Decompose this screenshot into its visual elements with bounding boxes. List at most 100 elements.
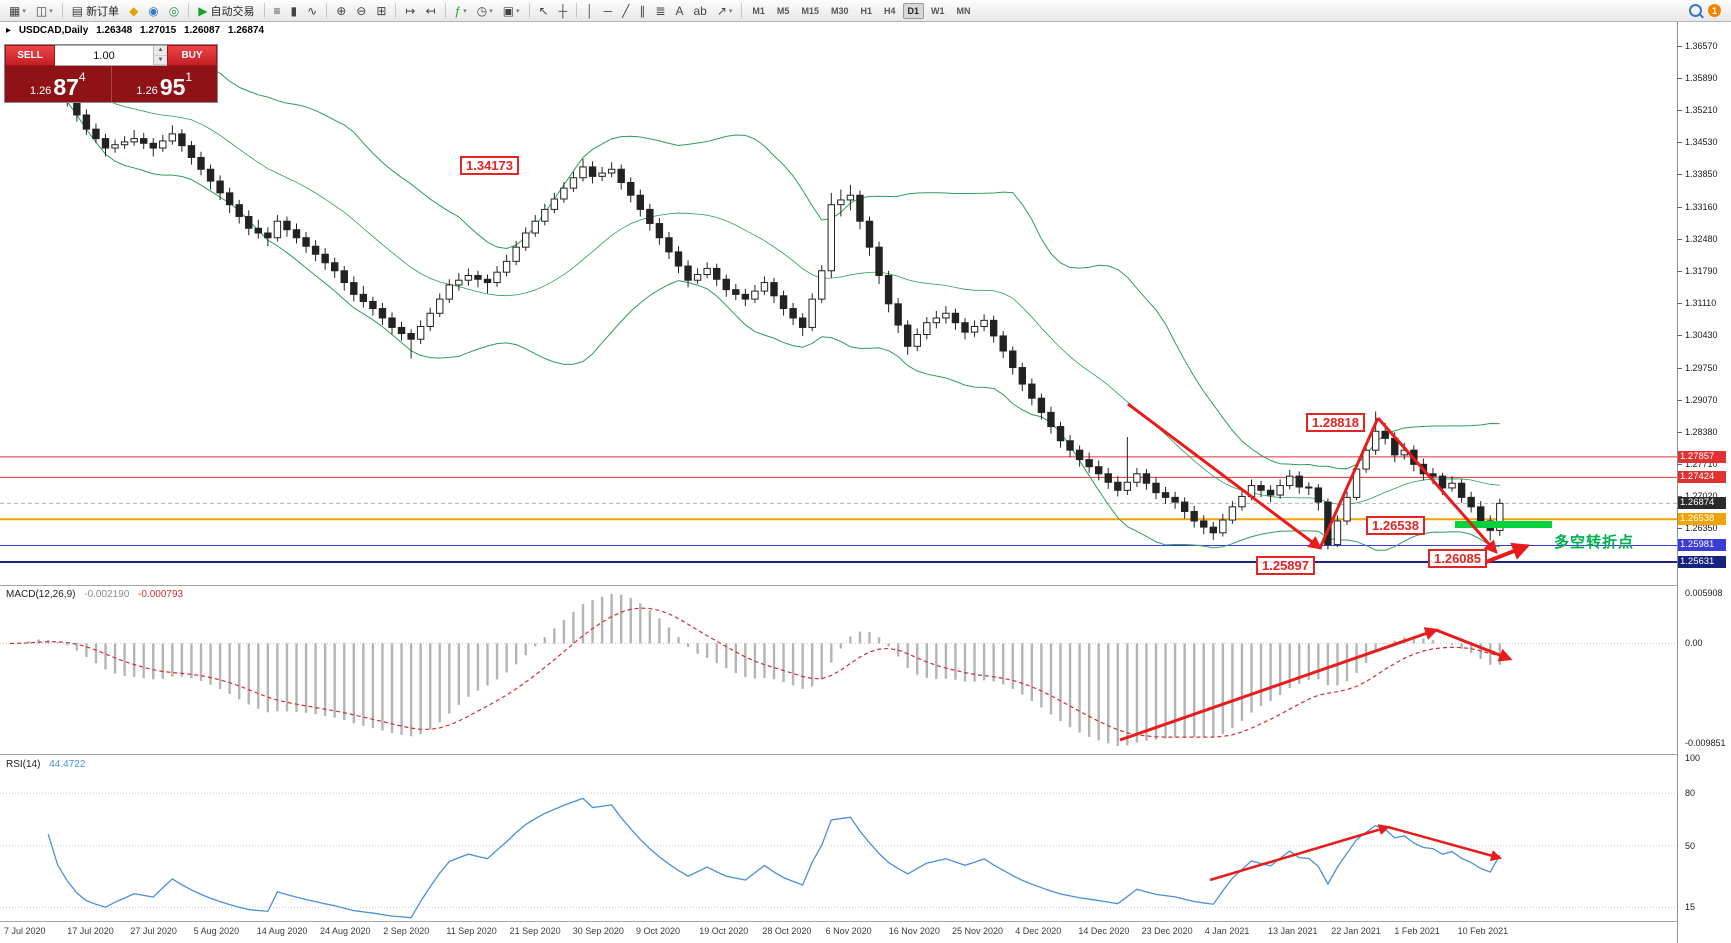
trend-arrow[interactable] xyxy=(1318,417,1380,549)
zoom-out-button[interactable]: ⊖ xyxy=(352,1,370,21)
text-button[interactable]: A xyxy=(671,1,687,21)
buy-button[interactable]: BUY xyxy=(167,45,217,66)
templates-button[interactable]: ▣ ▾ xyxy=(499,1,524,21)
timeframe-m5-button[interactable]: M5 xyxy=(776,5,790,16)
tile-windows-button[interactable]: ⊞ xyxy=(372,1,390,21)
chart-shift-button[interactable]: ↤ xyxy=(421,1,439,21)
chart-profiles-button[interactable]: ◫ ▾ xyxy=(32,1,57,21)
auto-scroll-icon: ↦ xyxy=(405,3,416,18)
price-tick-label: 1.33160 xyxy=(1685,201,1718,212)
bar-chart-button[interactable]: ≡ xyxy=(270,1,285,21)
price-tick-label: 1.31790 xyxy=(1685,266,1718,277)
timeframe-m15-button[interactable]: M15 xyxy=(801,5,819,16)
line-chart-button[interactable]: ∿ xyxy=(303,1,321,21)
fibonacci-button[interactable]: ≣ xyxy=(651,1,669,21)
chevron-down-icon: ▾ xyxy=(516,7,520,15)
panel-separator[interactable] xyxy=(0,585,1677,586)
vertical-line-button[interactable]: │ xyxy=(582,1,598,21)
new-order-button[interactable]: ▤ 新订单 xyxy=(68,1,123,21)
community-button[interactable]: ◉ xyxy=(144,1,162,21)
trend-arrow[interactable] xyxy=(1485,542,1531,564)
auto-scroll-button[interactable]: ↦ xyxy=(401,1,419,21)
trend-arrow[interactable] xyxy=(1376,417,1498,555)
ask-pip-digit: 1 xyxy=(185,70,193,84)
zoom-in-button[interactable]: ⊕ xyxy=(332,1,350,21)
bid-price[interactable]: 1.26 87 4 xyxy=(5,66,111,102)
macd-scale-label: -0.009851 xyxy=(1685,738,1726,748)
one-click-trading-widget: SELL 1.00 ▲ ▼ BUY 1.26 87 4 1.26 95 1 xyxy=(4,44,218,103)
chart-profiles-icon: ◫ xyxy=(35,3,48,18)
ask-price[interactable]: 1.26 95 1 xyxy=(110,66,218,102)
search-icon[interactable] xyxy=(1689,4,1702,17)
price-tag: 1.27857 xyxy=(1678,450,1726,463)
date-label: 14 Aug 2020 xyxy=(256,926,308,936)
autotrading-icon: ▶ xyxy=(198,3,208,18)
channel-button[interactable]: ∥ xyxy=(635,1,649,21)
collapse-icon[interactable]: ▸ xyxy=(6,25,12,36)
autotrading-button[interactable]: ▶ 自动交易 xyxy=(194,1,258,21)
indicators-button[interactable]: ƒ ▾ xyxy=(451,1,471,21)
trend-arrow[interactable] xyxy=(1435,628,1513,662)
lot-size-value[interactable]: 1.00 xyxy=(93,49,115,62)
date-label: 7 Jul 2020 xyxy=(4,926,46,936)
rsi-name: RSI(14) xyxy=(6,759,41,770)
spin-down-icon[interactable]: ▼ xyxy=(154,55,167,65)
timeframe-m30-button[interactable]: M30 xyxy=(830,5,849,16)
arrows-button[interactable]: ↗ ▾ xyxy=(713,1,737,21)
price-tick-label: 1.26350 xyxy=(1685,523,1718,534)
price-flag: 1.28818 xyxy=(1306,413,1365,432)
trend-arrow[interactable] xyxy=(1127,402,1323,550)
timeframe-d1-button[interactable]: D1 xyxy=(902,2,925,19)
price-tick-mark xyxy=(1677,335,1682,337)
trend-arrow[interactable] xyxy=(1387,825,1503,862)
crosshair-button[interactable]: ┼ xyxy=(555,1,572,21)
chevron-down-icon: ▾ xyxy=(463,7,467,15)
price-tick-label: 1.30430 xyxy=(1685,330,1718,341)
lot-size-field[interactable]: 1.00 ▲ ▼ xyxy=(55,45,167,66)
trend-arrow[interactable] xyxy=(1209,824,1391,882)
macd-panel[interactable] xyxy=(0,586,1677,754)
date-label: 4 Jan 2021 xyxy=(1204,926,1250,936)
date-label: 2 Sep 2020 xyxy=(383,926,430,936)
horizontal-line-button[interactable]: ─ xyxy=(600,1,617,21)
toolbar-separator xyxy=(395,3,397,18)
rsi-value: 44.4722 xyxy=(49,759,86,770)
price-tick-label: 1.27020 xyxy=(1685,491,1718,501)
candlestick-chart-button[interactable]: ▮ xyxy=(287,1,302,21)
price-flag: 1.25897 xyxy=(1256,556,1315,575)
date-label: 21 Sep 2020 xyxy=(509,926,561,936)
zoom-in-icon: ⊕ xyxy=(336,3,347,18)
vertical-line-icon: │ xyxy=(586,3,594,18)
timeframe-w1-button[interactable]: W1 xyxy=(931,5,945,16)
sell-button[interactable]: SELL xyxy=(5,45,55,66)
market-button[interactable]: ◆ xyxy=(125,1,142,21)
rsi-scale-label: 100 xyxy=(1685,753,1701,763)
timeframe-m1-button[interactable]: M1 xyxy=(752,5,765,16)
channel-icon: ∥ xyxy=(639,3,646,18)
trend-arrow[interactable] xyxy=(1119,627,1439,742)
indicators-icon: ƒ xyxy=(454,3,462,18)
timeframe-mn-button[interactable]: MN xyxy=(956,5,971,16)
notification-badge[interactable]: 1 xyxy=(1708,4,1721,17)
news-button[interactable]: ◎ xyxy=(165,1,183,21)
price-tick-mark xyxy=(1677,109,1682,111)
news-icon: ◎ xyxy=(168,3,180,18)
symbol-name: USDCAD,Daily xyxy=(18,25,89,36)
price-flag: 1.26085 xyxy=(1428,549,1487,568)
timeframe-h4-button[interactable]: H4 xyxy=(883,5,896,16)
timeframe-h1-button[interactable]: H1 xyxy=(860,5,872,16)
trendline-button[interactable]: ╱ xyxy=(618,1,633,21)
main-chart[interactable] xyxy=(0,22,1677,585)
date-label: 6 Nov 2020 xyxy=(825,926,872,936)
date-label: 22 Jan 2021 xyxy=(1331,926,1381,936)
current-price-tag: 1.26874 xyxy=(1678,497,1726,510)
spin-up-icon[interactable]: ▲ xyxy=(154,46,167,56)
panel-separator[interactable] xyxy=(0,754,1677,755)
cursor-button[interactable]: ↖ xyxy=(535,1,553,21)
toolbar-separator xyxy=(326,3,328,18)
label-button[interactable]: ab xyxy=(689,1,710,21)
new-chart-button[interactable]: ▦ ▾ xyxy=(5,1,30,21)
periods-button[interactable]: ◷ ▾ xyxy=(473,1,497,21)
templates-icon: ▣ xyxy=(502,3,515,18)
rsi-panel[interactable] xyxy=(0,756,1677,921)
